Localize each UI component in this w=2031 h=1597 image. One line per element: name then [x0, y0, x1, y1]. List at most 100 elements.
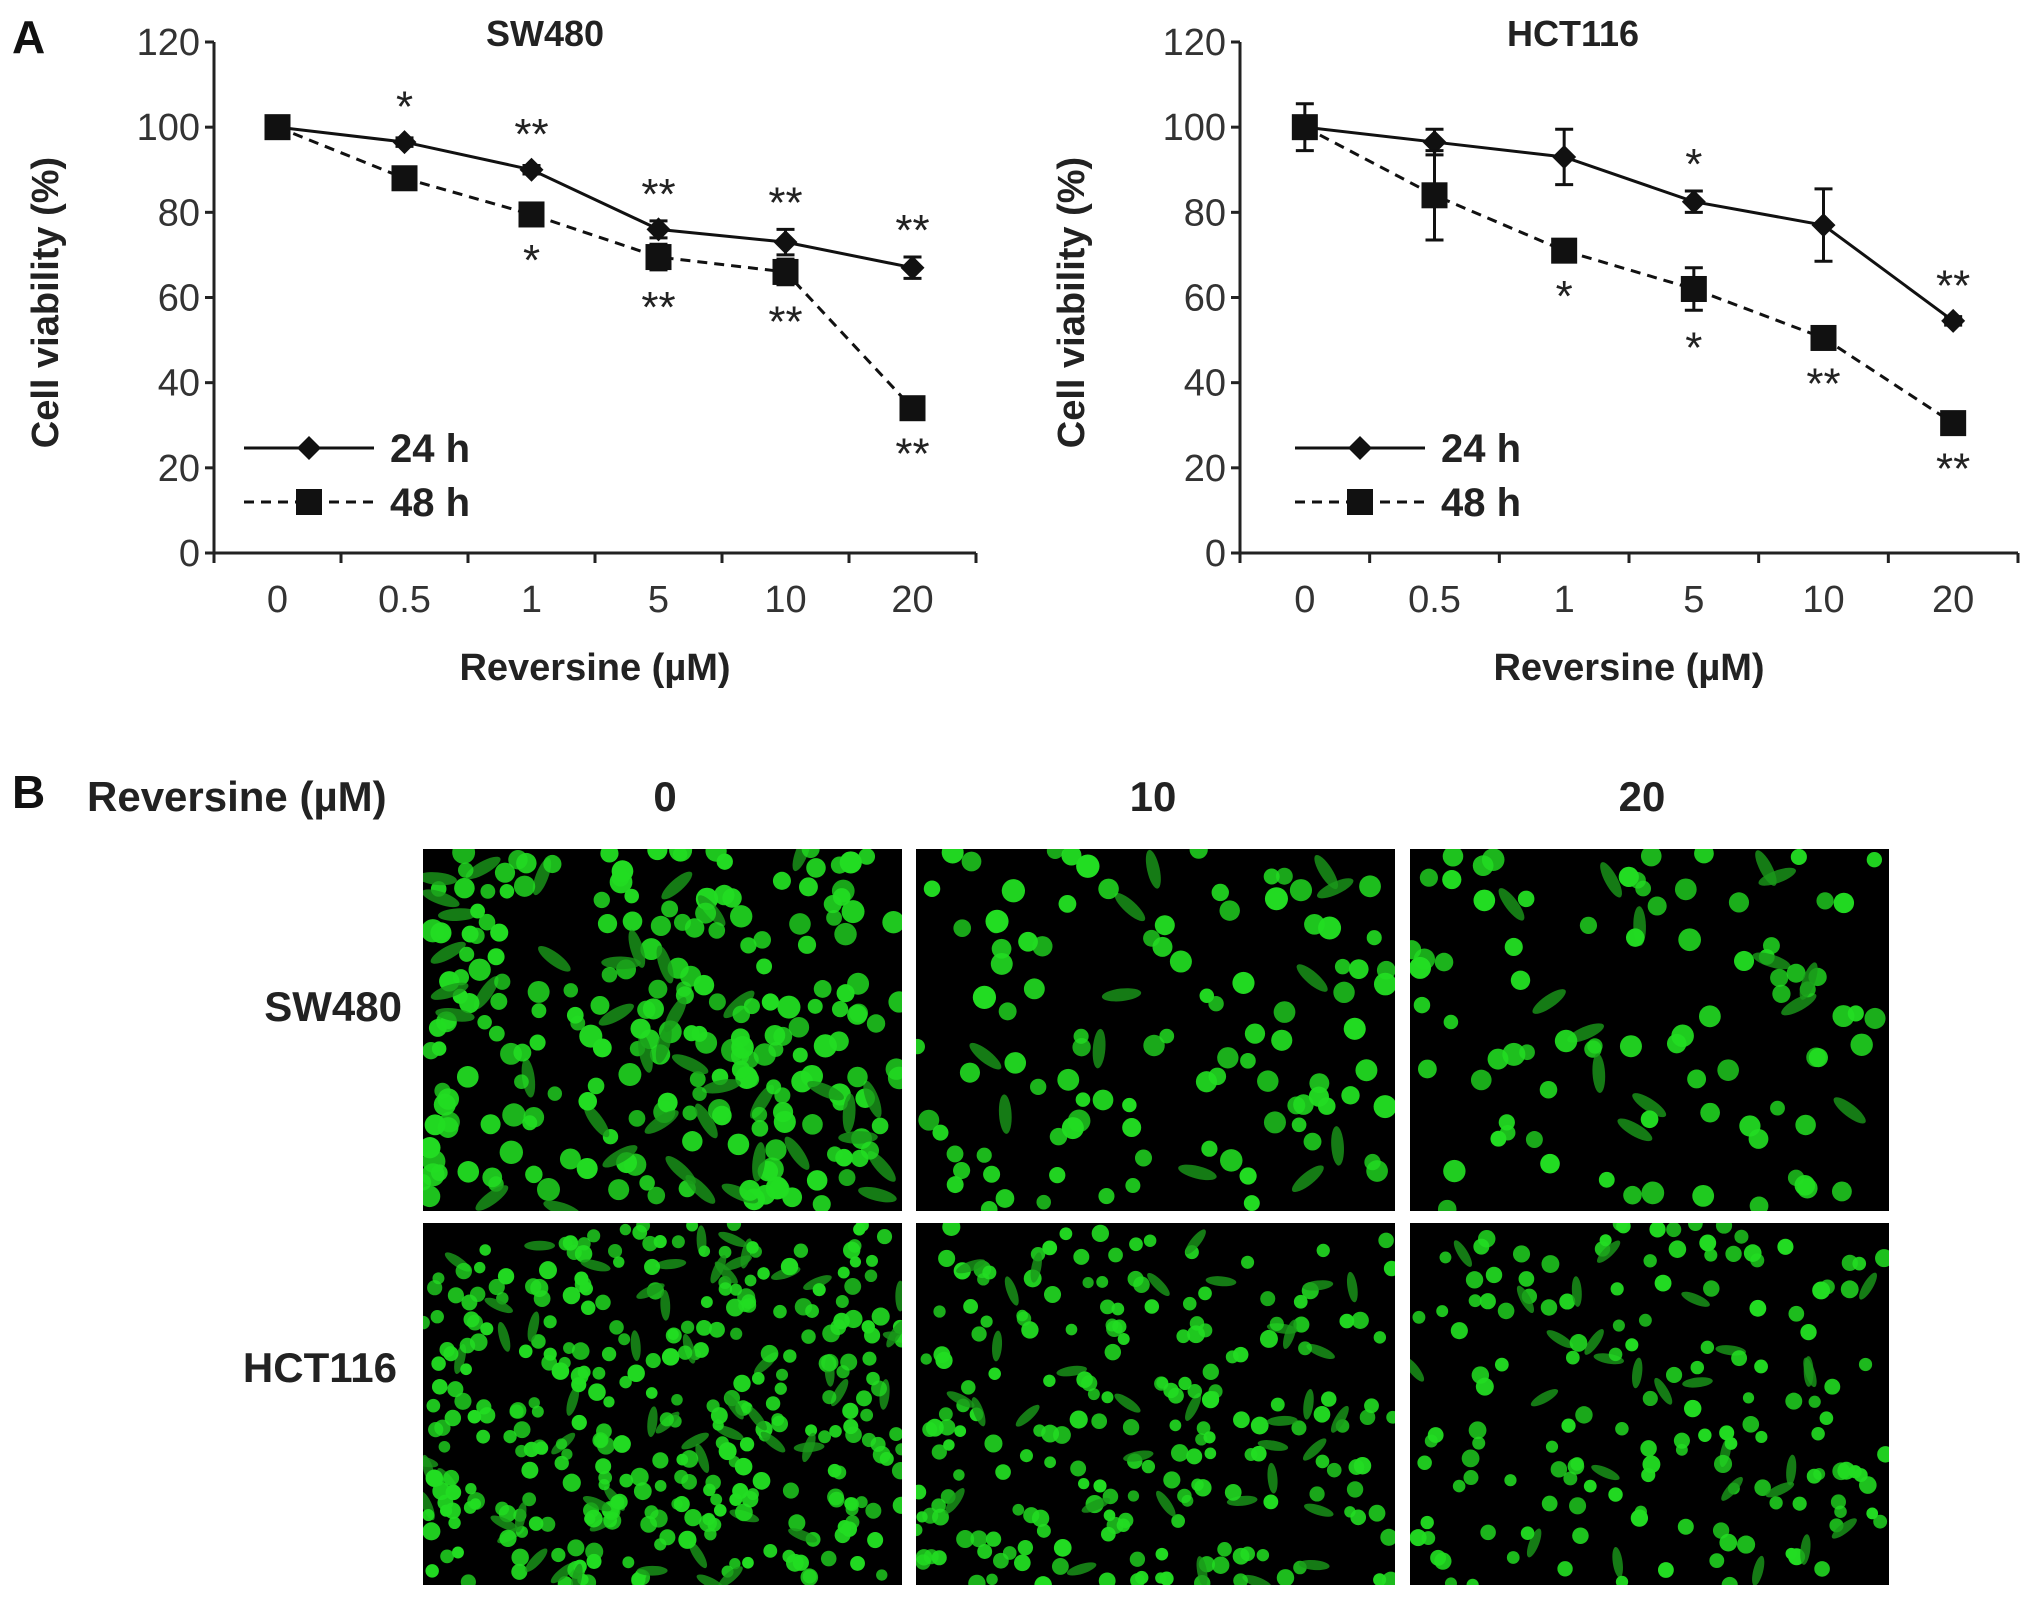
spindle-cell — [537, 946, 571, 972]
diamond-marker — [646, 217, 671, 242]
cell — [1575, 1406, 1593, 1424]
y-tick-label: 20 — [158, 448, 200, 490]
cell — [1334, 958, 1351, 975]
significance-marker: * — [523, 236, 540, 285]
cell — [1788, 1305, 1805, 1322]
cell — [566, 1006, 584, 1024]
spindle-cell — [1781, 993, 1817, 1016]
x-tick-label: 5 — [648, 579, 669, 621]
cell — [1832, 1005, 1855, 1028]
cell — [661, 1348, 680, 1366]
cell — [1468, 1294, 1482, 1308]
cell — [1243, 1195, 1260, 1211]
cell — [730, 1327, 743, 1340]
cell — [650, 915, 671, 936]
cell — [1808, 1395, 1821, 1408]
cell — [592, 1366, 606, 1380]
cell — [580, 1300, 596, 1315]
cell — [1326, 1462, 1342, 1478]
cell — [1256, 1548, 1270, 1562]
cell — [1250, 1445, 1267, 1462]
cell — [1559, 1293, 1576, 1310]
cell — [511, 1563, 528, 1580]
cell — [1072, 1038, 1091, 1057]
micrograph-sw480-10 — [916, 849, 1395, 1211]
cell — [652, 1452, 669, 1469]
cell — [587, 1077, 605, 1095]
cell — [1275, 867, 1293, 885]
cell — [1704, 1248, 1718, 1262]
cell — [1293, 1316, 1310, 1333]
series-line — [1304, 125, 1954, 425]
cell — [513, 875, 536, 897]
cell — [1263, 868, 1280, 885]
cell — [1554, 1029, 1578, 1053]
cell — [1159, 1571, 1174, 1585]
cell — [828, 1491, 845, 1508]
cell — [889, 1427, 902, 1442]
cell — [503, 1429, 517, 1444]
cell — [918, 1109, 940, 1131]
spindle-cell — [969, 1042, 1002, 1070]
cell — [1096, 1275, 1109, 1288]
cell — [1169, 1419, 1182, 1432]
cell — [1042, 1240, 1058, 1256]
cell — [1812, 1281, 1831, 1300]
cell — [1675, 1443, 1688, 1456]
spindle-cell — [514, 1502, 527, 1533]
cell — [862, 1351, 877, 1366]
spindle-cell — [1114, 892, 1146, 922]
cell — [1359, 875, 1381, 898]
cell — [452, 849, 476, 864]
spindle-cell — [473, 976, 499, 1010]
legend-label: 24 h — [390, 427, 470, 471]
spindle-cell — [1755, 850, 1777, 886]
spindle-cell — [723, 1255, 752, 1271]
x-tick-label: 20 — [1932, 579, 1974, 621]
cell — [438, 1440, 451, 1453]
diamond-marker — [1681, 189, 1706, 214]
micrograph-sw480-0 — [423, 849, 902, 1211]
cell — [801, 849, 820, 859]
cell — [534, 1441, 549, 1455]
cell — [844, 1497, 859, 1512]
cell — [1091, 1413, 1108, 1430]
cell — [514, 1074, 529, 1090]
cell — [513, 1421, 531, 1439]
cell — [1831, 1181, 1852, 1202]
spindle-cell — [1600, 862, 1622, 898]
cell — [729, 1283, 742, 1296]
cell — [495, 1501, 510, 1516]
cell — [423, 1185, 441, 1208]
x-axis-label: Reversine (µM) — [1493, 647, 1764, 689]
panel-a-letter: A — [12, 11, 46, 63]
cell — [1187, 1384, 1203, 1399]
y-tick-label: 100 — [137, 107, 200, 149]
spindle-cell — [1800, 1534, 1811, 1565]
cell — [845, 1426, 862, 1444]
y-tick-label: 0 — [1205, 533, 1226, 575]
cell — [1129, 1237, 1143, 1252]
cell — [468, 958, 491, 981]
cell — [792, 1554, 809, 1571]
significance-marker: ** — [1936, 261, 1970, 310]
cell — [1410, 940, 1422, 960]
cell — [925, 1418, 944, 1437]
cell — [1036, 1194, 1052, 1210]
cell — [871, 1117, 889, 1135]
cell — [610, 1495, 625, 1510]
cell — [698, 1245, 711, 1257]
cell — [798, 877, 818, 897]
cell — [1814, 1561, 1830, 1577]
cell — [847, 1066, 868, 1088]
cell — [1813, 1467, 1826, 1480]
cell — [1754, 1359, 1768, 1374]
spindle-cell — [1267, 1462, 1278, 1494]
cell — [1061, 1117, 1084, 1140]
cell — [1082, 1276, 1094, 1289]
spindle-cell — [1584, 1329, 1604, 1355]
cell — [630, 1018, 651, 1039]
cell — [577, 1237, 591, 1251]
cell — [1840, 1280, 1859, 1299]
cell — [525, 1165, 543, 1184]
